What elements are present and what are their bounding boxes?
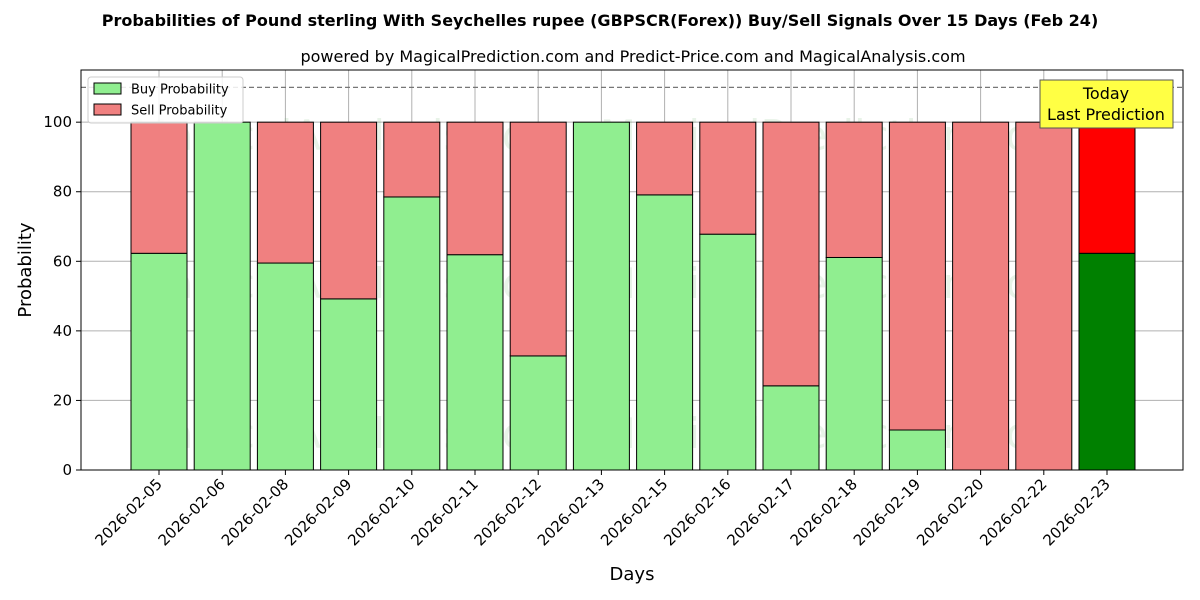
sell-bar <box>509 121 567 357</box>
buy-bar <box>130 252 188 471</box>
x-tick-label: 2026-02-16 <box>660 475 734 549</box>
buy-bar <box>572 121 630 471</box>
y-tick-label: 0 <box>62 461 72 479</box>
buy-bar <box>888 429 946 471</box>
sell-bar <box>762 121 820 387</box>
y-tick-label: 100 <box>43 113 72 131</box>
legend: Buy Probability Sell Probability <box>87 76 244 124</box>
x-tick-label: 2026-02-08 <box>218 475 292 549</box>
sell-bar <box>446 121 504 256</box>
x-tick-label: 2026-02-05 <box>91 475 165 549</box>
sell-bar <box>1078 121 1136 254</box>
plot-frame <box>80 69 1184 471</box>
x-tick-label: 2026-02-17 <box>723 475 797 549</box>
sell-bar <box>952 121 1010 471</box>
sell-bar <box>825 121 883 258</box>
y-axis: 0 20 40 60 80 100 <box>43 113 81 479</box>
x-tick-label: 2026-02-20 <box>913 475 987 549</box>
sell-bar <box>888 121 946 431</box>
sell-bar <box>636 121 694 196</box>
legend-label: Sell Probability <box>131 104 228 119</box>
y-tick-label: 40 <box>53 322 72 340</box>
sell-bar <box>383 121 441 198</box>
y-tick-label: 80 <box>53 183 72 201</box>
chart-subtitle: powered by MagicalPrediction.com and Pre… <box>300 47 965 66</box>
sell-bar <box>256 121 314 264</box>
buy-bar <box>446 254 504 471</box>
sell-bar <box>130 121 188 254</box>
x-tick-label: 2026-02-13 <box>534 475 608 549</box>
x-tick-label: 2026-02-15 <box>597 475 671 549</box>
x-tick-label: 2026-02-18 <box>787 475 861 549</box>
legend-swatch <box>93 103 122 116</box>
x-tick-label: 2026-02-11 <box>407 475 481 549</box>
today-annotation: Today Last Prediction <box>1039 79 1174 129</box>
legend-label: Buy Probability <box>131 83 229 98</box>
buy-bar <box>699 233 757 471</box>
x-axis: 2026-02-052026-02-062026-02-082026-02-09… <box>91 470 1114 549</box>
sell-bar <box>699 121 757 235</box>
annotation-box <box>1039 79 1174 129</box>
sell-bar <box>1015 121 1073 471</box>
x-axis-label: Days <box>610 564 655 585</box>
buy-bar <box>636 194 694 471</box>
y-tick-label: 60 <box>53 252 72 270</box>
sell-bar <box>320 121 378 300</box>
x-tick-label: 2026-02-06 <box>155 475 229 549</box>
buy-bar <box>762 385 820 471</box>
y-tick-label: 20 <box>53 391 72 409</box>
y-axis-label: Probability <box>15 222 36 317</box>
buy-bar <box>1078 252 1136 471</box>
buy-bar <box>256 262 314 471</box>
legend-swatch <box>93 82 122 95</box>
bars-layer <box>130 121 1136 471</box>
x-tick-label: 2026-02-23 <box>1039 475 1113 549</box>
annotation-text: Last Prediction <box>1047 105 1165 124</box>
legend-box <box>87 76 244 124</box>
x-tick-label: 2026-02-09 <box>281 475 355 549</box>
buy-bar <box>383 196 441 471</box>
x-tick-label: 2026-02-10 <box>344 475 418 549</box>
x-tick-label: 2026-02-12 <box>471 475 545 549</box>
x-tick-label: 2026-02-22 <box>976 475 1050 549</box>
chart-title: Probabilities of Pound sterling With Sey… <box>102 11 1099 30</box>
buy-bar <box>193 121 251 471</box>
annotation-text: Today <box>1082 84 1129 103</box>
buy-bar <box>320 298 378 471</box>
buy-bar <box>509 355 567 471</box>
x-tick-label: 2026-02-19 <box>850 475 924 549</box>
buy-bar <box>825 256 883 471</box>
